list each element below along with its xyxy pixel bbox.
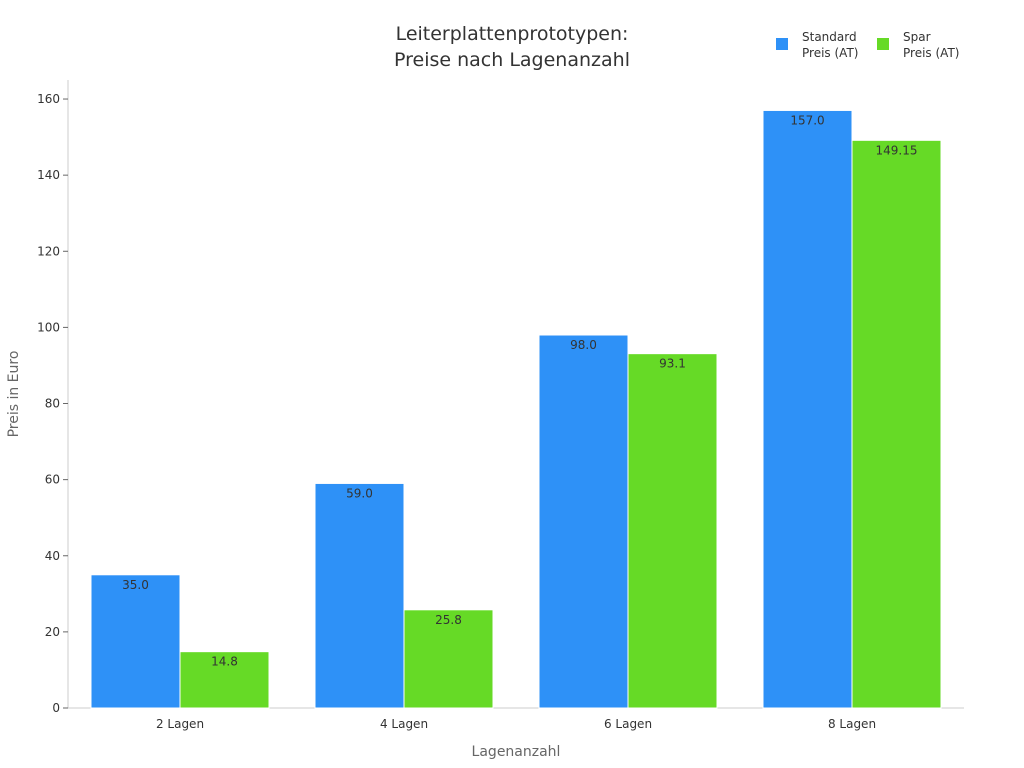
x-tick-label: 8 Lagen xyxy=(828,717,876,731)
bar-value-label: 25.8 xyxy=(435,613,462,627)
x-axis: 2 Lagen 4 Lagen 6 Lagen 8 Lagen xyxy=(68,707,964,731)
x-tick-label: 2 Lagen xyxy=(156,717,204,731)
y-tick-label: 20 xyxy=(45,625,60,639)
legend-label-spar-line-1[interactable]: Spar xyxy=(903,30,931,44)
bar-value-label: 93.1 xyxy=(659,357,686,371)
chart-title-line-2: Preise nach Lagenanzahl xyxy=(394,49,630,71)
bar-value-label: 35.0 xyxy=(122,578,149,592)
bar[interactable] xyxy=(314,482,405,709)
y-tick-label: 80 xyxy=(45,397,60,411)
y-tick-label: 160 xyxy=(37,92,60,106)
bar[interactable] xyxy=(627,353,718,709)
y-tick-label: 0 xyxy=(52,701,60,715)
y-tick-label: 40 xyxy=(45,549,60,563)
legend-label-standard-line-1[interactable]: Standard xyxy=(802,30,857,44)
y-axis-title: Preis in Euro xyxy=(6,351,22,438)
bar-value-label: 14.8 xyxy=(211,655,238,669)
legend-label-standard-line-2[interactable]: Preis (AT) xyxy=(802,46,858,60)
legend-swatch-standard[interactable] xyxy=(776,38,788,50)
x-tick-label: 4 Lagen xyxy=(380,717,428,731)
data-labels: 35.0 14.8 59.0 25.8 98.0 93.1 157.0 149.15 xyxy=(122,113,917,668)
x-axis-title: Lagenanzahl xyxy=(472,744,561,760)
bar[interactable] xyxy=(762,109,853,709)
legend-label-spar-line-2[interactable]: Preis (AT) xyxy=(903,46,959,60)
bars xyxy=(90,109,942,709)
bar[interactable] xyxy=(538,334,629,709)
y-tick-label: 100 xyxy=(37,320,60,334)
chart-title-line-1: Leiterplattenprototypen: xyxy=(396,23,629,45)
y-tick-label: 60 xyxy=(45,473,60,487)
y-axis: 0 20 40 60 80 100 120 140 160 xyxy=(37,80,69,715)
bar-value-label: 98.0 xyxy=(570,338,597,352)
y-tick-label: 140 xyxy=(37,168,60,182)
bar[interactable] xyxy=(90,574,181,709)
legend: Standard Preis (AT) Spar Preis (AT) xyxy=(776,30,959,60)
bar-value-label: 149.15 xyxy=(876,143,918,157)
y-tick-label: 120 xyxy=(37,244,60,258)
bar[interactable] xyxy=(403,609,494,709)
bar[interactable] xyxy=(179,651,270,709)
bar-value-label: 59.0 xyxy=(346,486,373,500)
legend-swatch-spar[interactable] xyxy=(877,38,889,50)
bar[interactable] xyxy=(851,139,942,709)
bar-value-label: 157.0 xyxy=(790,113,824,127)
x-tick-label: 6 Lagen xyxy=(604,717,652,731)
